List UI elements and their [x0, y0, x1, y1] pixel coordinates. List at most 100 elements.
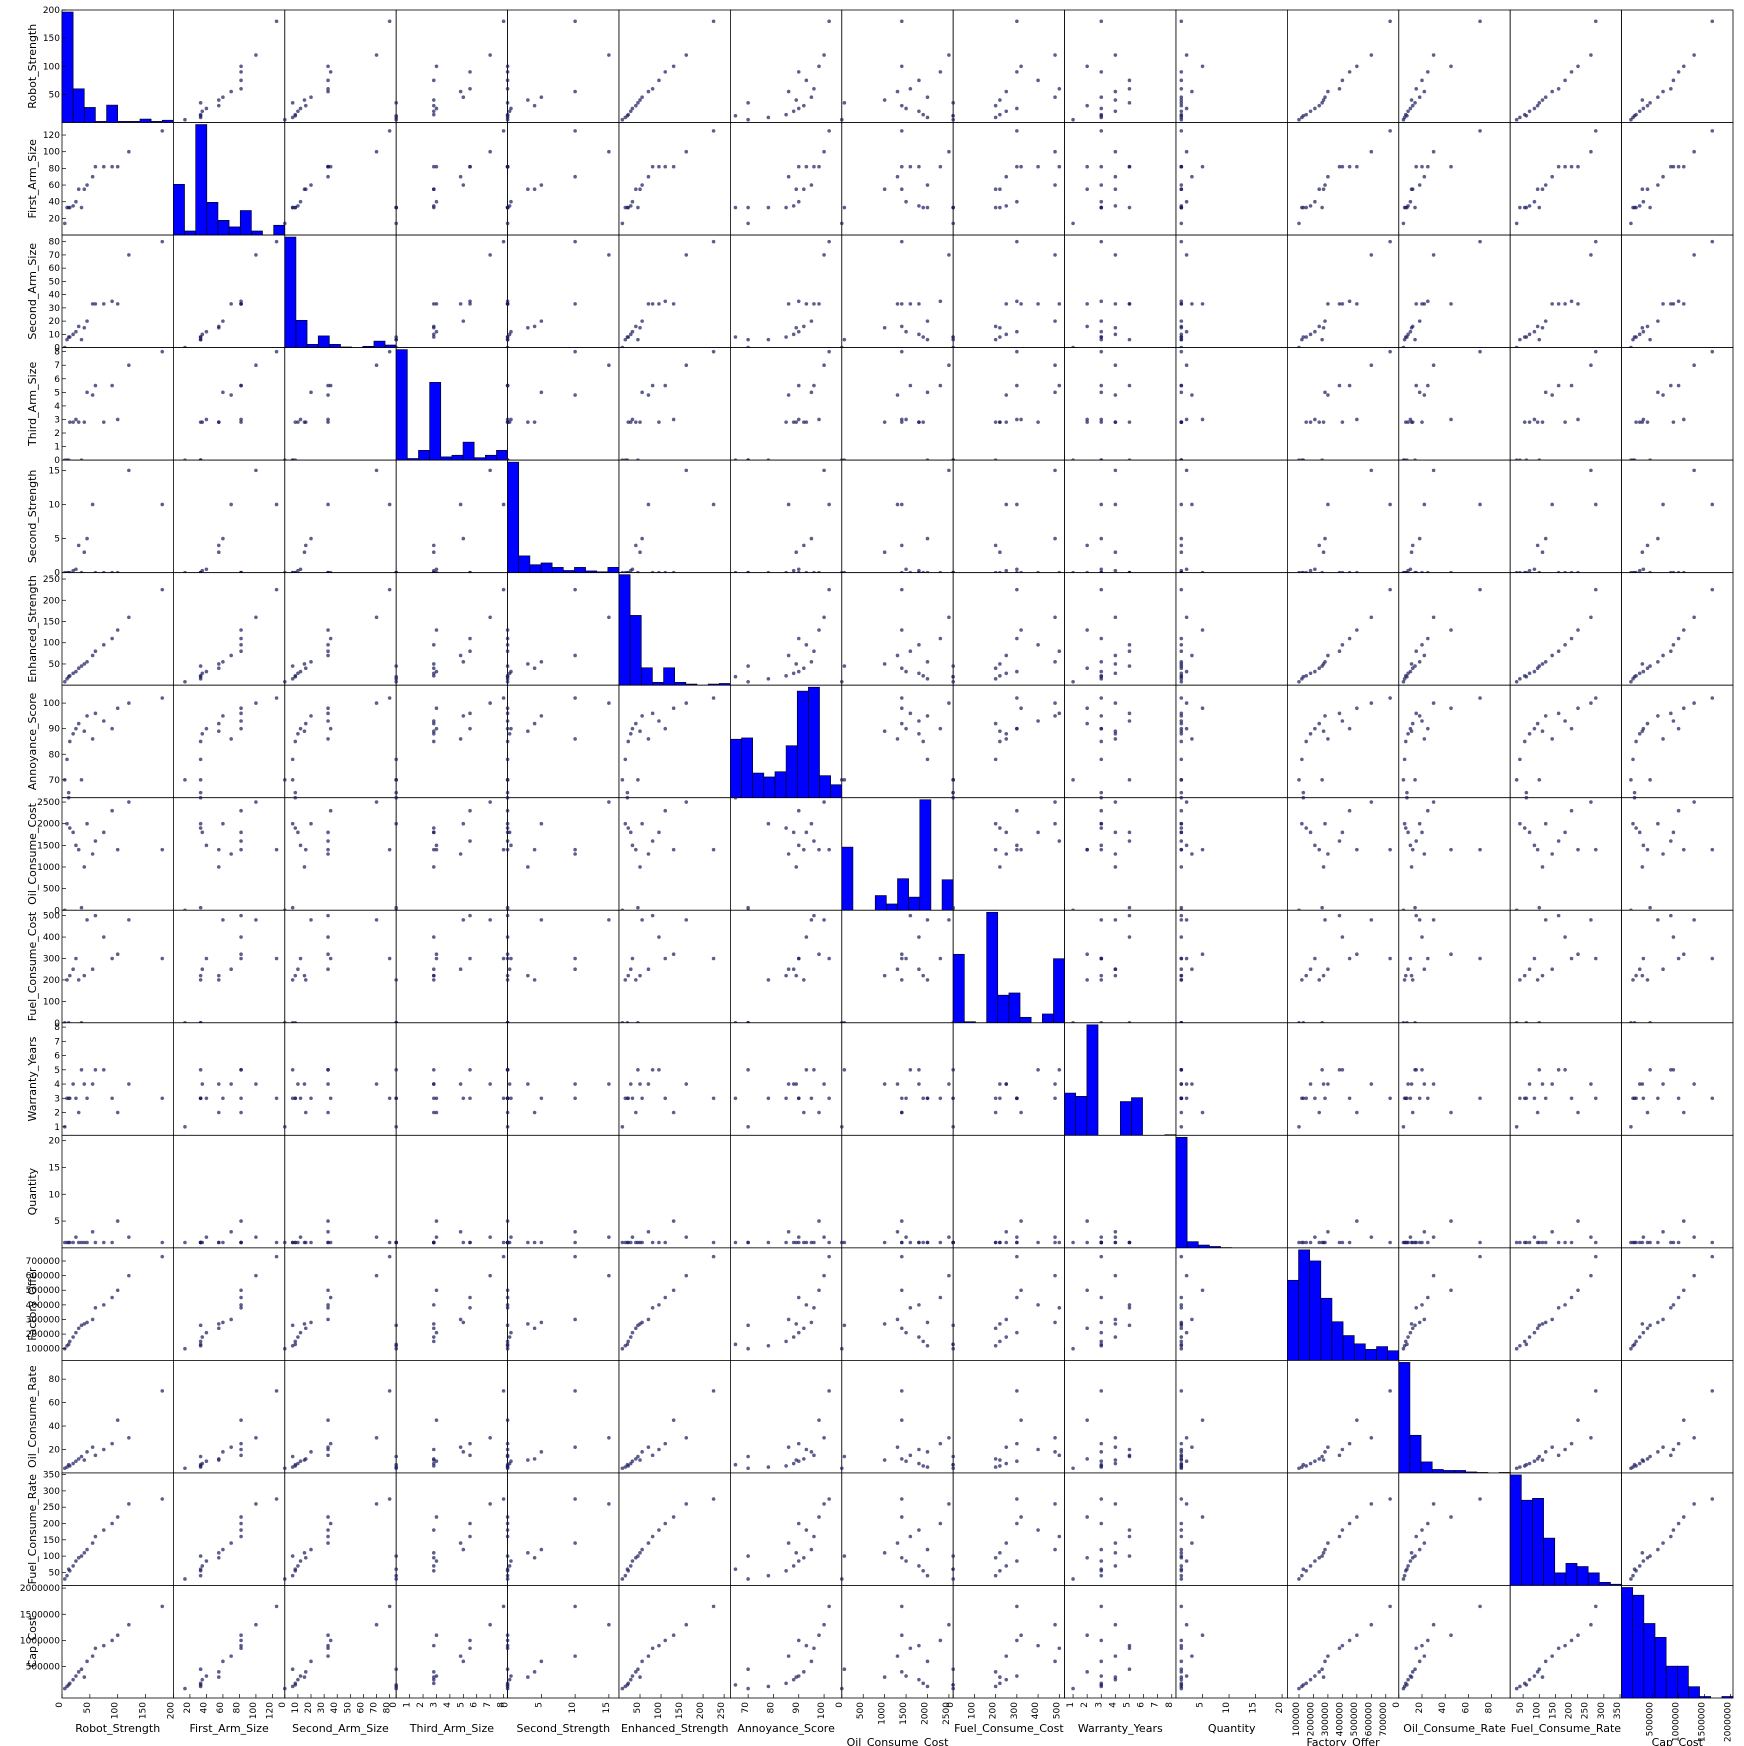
hist-bar — [1643, 1623, 1656, 1699]
scatter-point — [1179, 1068, 1184, 1072]
cell-Oil_Consume_Cost-vs-Factory_Offer — [1287, 795, 1400, 913]
y-tick-label: 40 — [49, 1422, 61, 1432]
scatter-point — [1179, 1564, 1184, 1568]
scatter-point — [1099, 1674, 1104, 1678]
scatter-point — [1113, 653, 1118, 658]
scatter-point — [85, 1096, 89, 1101]
cell-Factory_Offer-vs-Annoyance_Score — [730, 1247, 843, 1361]
scatter-point — [526, 662, 530, 666]
scatter-point — [1431, 253, 1436, 257]
scatter-point — [1593, 239, 1598, 244]
scatter-point — [1200, 164, 1205, 169]
scatter-point — [216, 662, 221, 666]
cell-frame — [952, 1247, 1066, 1361]
scatter-point — [1326, 852, 1330, 856]
scatter-point — [607, 615, 611, 620]
scatter-point — [1326, 174, 1330, 179]
scatter-point — [925, 1096, 930, 1101]
scatter-point — [501, 1497, 506, 1501]
cell-Warranty_Years-vs-Annoyance_Score — [730, 1022, 843, 1136]
scatter-point — [620, 1124, 625, 1129]
scatter-point — [66, 795, 71, 800]
scatter-point — [394, 821, 399, 826]
scatter-point — [794, 325, 799, 330]
scatter-point — [505, 1110, 510, 1115]
scatter-point — [1369, 918, 1374, 922]
cell-Oil_Consume_Rate-vs-Third_Arm_Size — [394, 1360, 509, 1474]
scatter-point — [488, 149, 492, 154]
scatter-point — [1537, 1454, 1542, 1459]
scatter-point — [239, 1219, 243, 1223]
scatter-point — [1422, 393, 1427, 397]
y-tick-label: 2000 — [37, 820, 60, 830]
scatter-point — [505, 1124, 510, 1129]
scatter-point — [904, 567, 908, 572]
scatter-point — [784, 973, 788, 978]
scatter-point — [505, 1646, 510, 1651]
scatter-point — [85, 660, 89, 664]
scatter-point — [1015, 1254, 1019, 1259]
scatter-point — [67, 826, 72, 830]
cell-Warranty_Years-vs-Factory_Offer — [1287, 1022, 1400, 1136]
scatter-point — [1648, 1554, 1652, 1558]
scatter-point — [509, 1674, 513, 1678]
scatter-point — [1015, 587, 1019, 592]
cell-frame — [284, 909, 397, 1024]
scatter-point — [501, 1096, 506, 1101]
y-tick-label: 8 — [54, 1023, 60, 1033]
scatter-point — [634, 103, 638, 108]
scatter-point — [1629, 117, 1633, 122]
scatter-point — [1645, 1110, 1650, 1115]
scatter-point — [794, 420, 799, 424]
scatter-point — [625, 335, 630, 339]
scatter-point — [882, 973, 887, 978]
scatter-point — [1550, 852, 1554, 856]
scatter-point — [638, 1322, 642, 1326]
scatter-point — [625, 113, 630, 118]
x-tick-label: 350 — [1613, 1702, 1623, 1719]
cell-frame — [1064, 1360, 1177, 1474]
scatter-point — [326, 737, 330, 741]
scatter-point — [786, 302, 791, 306]
scatter-point — [904, 1330, 908, 1335]
cell-Robot_Strength-vs-Second_Arm_Size — [283, 9, 397, 123]
x-tick-label: 10 — [1222, 1702, 1232, 1714]
scatter-point — [733, 1567, 738, 1571]
scatter-point — [82, 865, 87, 869]
cell-Fuel_Consume_Rate-vs-Third_Arm_Size — [394, 1472, 509, 1586]
x-tick-label: 80 — [232, 1702, 242, 1714]
scatter-point — [1388, 1604, 1392, 1609]
scatter-point — [1637, 332, 1642, 337]
cell-frame — [1621, 1472, 1734, 1586]
scatter-point — [1297, 778, 1301, 782]
scatter-point — [434, 64, 439, 69]
scatter-point — [573, 1240, 577, 1245]
scatter-point — [1413, 205, 1417, 210]
scatter-point — [796, 1235, 801, 1239]
scatter-point — [239, 1643, 243, 1648]
cell-frame — [1064, 1134, 1177, 1249]
scatter-point — [216, 1322, 221, 1326]
scatter-point — [283, 1124, 287, 1129]
scatter-point — [461, 821, 466, 826]
scatter-point — [1692, 253, 1696, 257]
y-tick-label: 100 — [43, 997, 60, 1007]
hist-bar — [306, 344, 319, 348]
scatter-point — [812, 1240, 816, 1245]
cell-Quantity-vs-Third_Arm_Size — [394, 1134, 509, 1249]
scatter-point — [1053, 821, 1057, 826]
hist-bar — [1175, 1137, 1188, 1249]
scatter-point — [1085, 543, 1089, 548]
scatter-point — [1593, 587, 1598, 592]
scatter-point — [1589, 149, 1593, 154]
scatter-point — [326, 913, 330, 918]
scatter-point — [827, 502, 831, 507]
scatter-point — [1071, 778, 1075, 782]
scatter-point — [573, 89, 577, 94]
scatter-point — [1053, 800, 1057, 804]
scatter-point — [254, 1273, 258, 1278]
scatter-point — [505, 417, 510, 422]
scatter-point — [840, 1577, 844, 1581]
scatter-point — [1593, 19, 1598, 24]
scatter-point — [998, 325, 1002, 330]
